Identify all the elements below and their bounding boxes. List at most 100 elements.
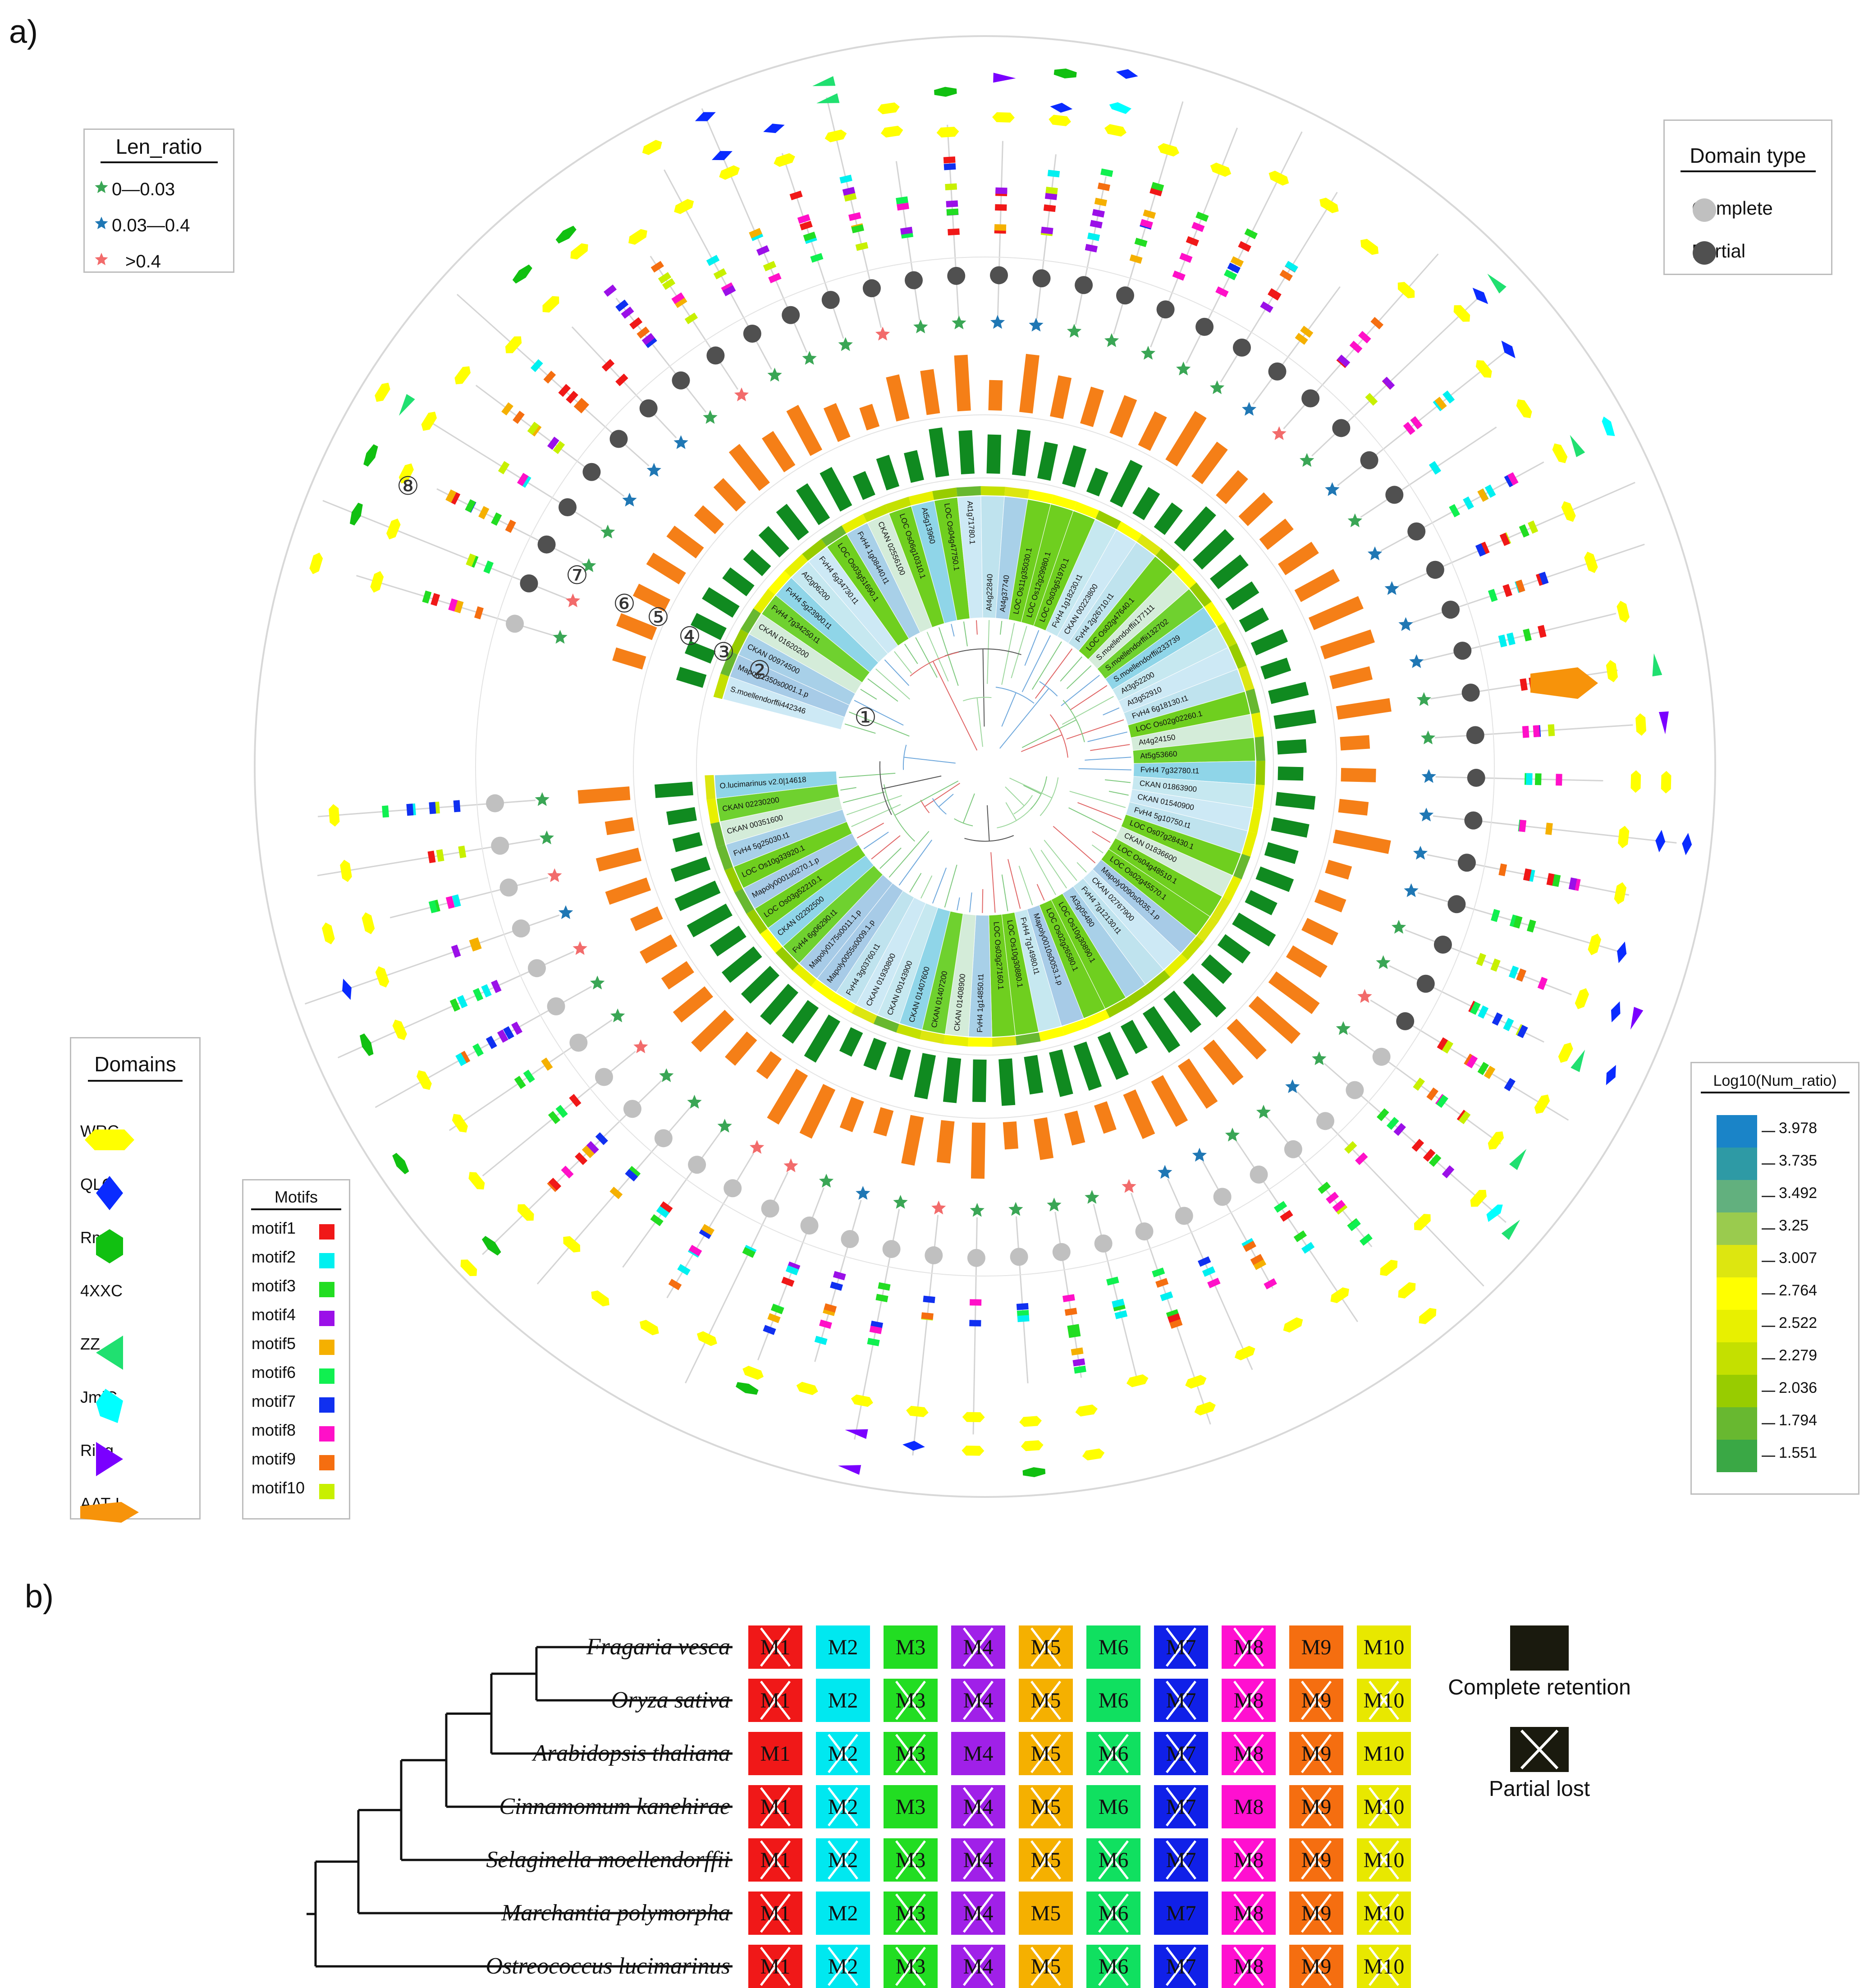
num-ratio-segment — [705, 775, 716, 800]
len-ratio-star — [553, 629, 568, 644]
motif-mark — [706, 255, 720, 266]
num-ratio-segment — [841, 514, 867, 533]
lost-x-mark — [1369, 1680, 1399, 1720]
legend-divider — [88, 1080, 183, 1082]
motif-cell-label: M7 — [1166, 1954, 1196, 1979]
domain-mark — [1617, 601, 1630, 623]
motif-mark — [1100, 168, 1113, 177]
len-ratio-star — [659, 1068, 674, 1082]
motif-mark — [1172, 270, 1186, 281]
motif-mark — [505, 519, 516, 533]
motif-mark — [1498, 634, 1507, 647]
motif-mark — [1244, 228, 1258, 239]
orange-bar — [1064, 1111, 1085, 1146]
num-ratio-segment — [1204, 601, 1225, 627]
domain-type-dot — [639, 399, 658, 418]
tree-stem — [1009, 777, 1053, 799]
domain-type-dot — [724, 1179, 742, 1198]
domain-mark — [1635, 713, 1646, 736]
domain-mark — [1534, 1094, 1550, 1114]
motif-mark — [1463, 496, 1474, 510]
green-bar — [914, 1053, 936, 1099]
lost-x-mark — [1098, 1734, 1129, 1773]
motif-cell: M3 — [884, 1732, 938, 1775]
ring-number-marker: ⑧ — [397, 472, 419, 501]
motif-mark — [650, 1214, 664, 1226]
green-bar — [760, 983, 799, 1025]
motif-cell-label: M1 — [760, 1741, 791, 1766]
tick-mark — [1762, 1260, 1775, 1262]
motif-mark — [1568, 877, 1577, 891]
motif-mark — [458, 845, 467, 859]
domain-mark — [392, 1019, 407, 1040]
len-ratio-star — [1357, 989, 1372, 1003]
motif-cell: M8 — [1222, 1679, 1276, 1722]
domain-label: ZZ — [80, 1335, 100, 1353]
domain-mark — [505, 336, 522, 354]
num-ratio-segment — [1051, 494, 1077, 510]
green-bar — [710, 925, 746, 957]
motif-cell: M5 — [1019, 1785, 1073, 1828]
motif-mark — [1413, 1077, 1425, 1091]
num-ratio-item: 3.735 — [1717, 1148, 1817, 1180]
motif-cell-label: M6 — [1098, 1848, 1129, 1872]
motif-cell-label: M8 — [1233, 1795, 1264, 1819]
domain-legend-item: Ring — [80, 1441, 123, 1476]
motif-cell: M2 — [816, 1838, 870, 1882]
green-bar — [1174, 506, 1216, 552]
lost-x-mark — [1030, 1734, 1061, 1773]
motif-label: motif3 — [252, 1276, 296, 1295]
motif-mark — [1484, 484, 1496, 498]
motif-mark — [1523, 628, 1532, 642]
green-bar — [782, 1000, 819, 1044]
motif-mark — [830, 1281, 843, 1291]
motif-legend-item: motif5 — [252, 1334, 334, 1355]
orange-bar — [1165, 411, 1207, 467]
tree-stem — [982, 649, 985, 727]
legend-divider — [1680, 170, 1816, 172]
domain-type-dot — [486, 794, 504, 813]
green-bar — [670, 857, 711, 882]
num-ratio-segment — [724, 867, 743, 893]
motif-swatch — [319, 1339, 334, 1355]
tree-branch — [867, 678, 898, 702]
domain-type-dot — [1094, 1234, 1113, 1253]
domain-type-dot — [1426, 560, 1444, 579]
motif-cell-label: M7 — [1166, 1688, 1196, 1713]
motif-mark — [1478, 1005, 1489, 1019]
len-ratio-star — [1413, 845, 1428, 860]
motif-cell: M5 — [1019, 1732, 1073, 1775]
domain-mark — [1501, 1220, 1520, 1240]
complete-retention-swatch — [1510, 1625, 1569, 1671]
motif-mark — [609, 1186, 623, 1199]
domain-mark — [1558, 1042, 1573, 1063]
tree-branch — [1066, 719, 1124, 740]
motif-cell-label: M6 — [1098, 1954, 1129, 1979]
motif-mark — [1358, 331, 1371, 344]
motif-mark — [1516, 579, 1525, 593]
motif-mark — [1243, 1240, 1256, 1252]
motif-mark — [1370, 317, 1384, 330]
motif-mark — [1085, 243, 1098, 253]
motif-mark — [1477, 488, 1489, 502]
motif-cell-label: M1 — [760, 1635, 791, 1659]
domain-mark — [1602, 416, 1615, 436]
num-ratio-label: 2.279 — [1779, 1347, 1818, 1364]
ring-number-marker: ② — [748, 656, 771, 685]
motif-mark — [684, 312, 698, 325]
domain-type-dot — [1195, 317, 1214, 336]
domain-mark — [1022, 1467, 1046, 1477]
motif-mark — [1253, 1258, 1267, 1270]
motif-mark — [1112, 1299, 1125, 1308]
tree-branch — [1036, 884, 1045, 901]
domain-type-dot — [1116, 286, 1135, 305]
motif-cell-label: M9 — [1301, 1954, 1332, 1979]
len-ratio-item: >0.4 — [94, 252, 161, 272]
domain-mark — [1611, 1001, 1621, 1023]
tree-arc — [910, 652, 959, 677]
orange-bar — [873, 1107, 894, 1137]
len-ratio-star — [1192, 1148, 1207, 1162]
domain-type-dot — [882, 1240, 901, 1258]
motif-mark — [615, 373, 628, 386]
tick-mark — [1762, 1358, 1775, 1359]
